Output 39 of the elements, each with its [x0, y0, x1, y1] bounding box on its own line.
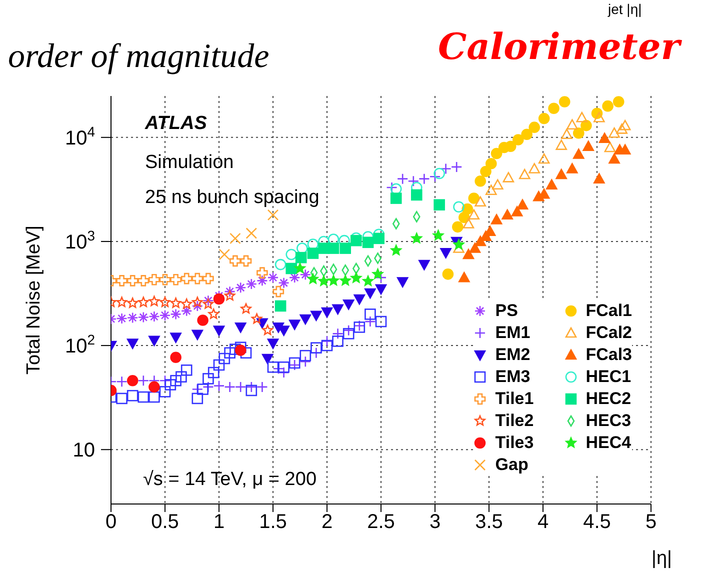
legend-label: EM1 — [495, 323, 530, 343]
x-tick-label: 0 — [105, 511, 117, 534]
legend-label: FCal2 — [586, 323, 632, 343]
legend-label: FCal1 — [586, 301, 632, 321]
x-tick-label: 5 — [645, 511, 657, 534]
legend-label: EM2 — [495, 345, 530, 365]
legend-label: Tile2 — [495, 411, 534, 431]
x-tick-label: 1 — [213, 511, 225, 534]
x-tick-label: 3 — [429, 511, 441, 534]
x-tick-label: 1.5 — [259, 511, 287, 534]
y-axis-title: Total Noise [MeV] — [24, 226, 45, 374]
annotation: Simulation — [145, 152, 234, 174]
annotation: ATLAS — [145, 113, 207, 135]
x-axis-title: |η| — [652, 548, 672, 570]
y-tick-label: 10$^{3}$ — [64, 227, 96, 254]
y-tick-label: 10$^{4}$ — [64, 123, 96, 150]
legend-label: Tile3 — [495, 433, 534, 453]
x-tick-label: 0.5 — [151, 511, 179, 534]
legend-label: EM3 — [495, 367, 530, 387]
legend-label: HEC1 — [586, 367, 632, 387]
x-tick-label: 4 — [537, 511, 549, 534]
x-tick-label: 3.5 — [475, 511, 503, 534]
x-tick-label: 2 — [321, 511, 333, 534]
text: jet |η| — [608, 1, 642, 18]
annotation: √s = 14 TeV, μ = 200 — [143, 469, 317, 491]
y-tick-label: 10 — [72, 440, 95, 462]
annotation: 25 ns bunch spacing — [145, 187, 320, 209]
legend-label: HEC4 — [586, 433, 632, 453]
legend-label: PS — [495, 301, 518, 321]
text: order of magnitude — [8, 38, 270, 76]
legend-label: HEC3 — [586, 411, 632, 431]
legend-label: Gap — [495, 455, 528, 475]
legend-label: Tile1 — [495, 389, 534, 409]
x-tick-label: 2.5 — [367, 511, 395, 534]
y-tick-label: 10$^{2}$ — [64, 332, 96, 358]
x-tick-label: 4.5 — [583, 511, 611, 534]
legend-label: FCal3 — [586, 345, 632, 365]
legend-label: HEC2 — [586, 389, 632, 409]
text: Calorimeter — [438, 26, 680, 68]
